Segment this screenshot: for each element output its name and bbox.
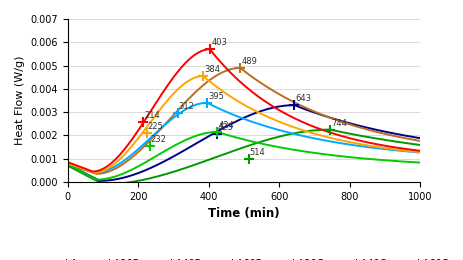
LA40C bbox=[105, 179, 111, 182]
Text: 403: 403 bbox=[211, 38, 227, 47]
LA60C bbox=[417, 144, 422, 147]
LA bbox=[206, 48, 212, 51]
LA20C bbox=[65, 163, 70, 166]
Text: 643: 643 bbox=[295, 94, 311, 103]
LA20C bbox=[200, 84, 206, 87]
LA60F bbox=[214, 130, 219, 133]
LA40C bbox=[291, 103, 296, 107]
LA40C bbox=[126, 175, 131, 178]
LA60F bbox=[417, 161, 422, 164]
LA60C bbox=[200, 160, 206, 163]
LA40C bbox=[215, 129, 221, 132]
LA20F bbox=[65, 162, 70, 165]
LA60C bbox=[100, 183, 106, 186]
LA20F bbox=[215, 87, 221, 90]
Text: 424: 424 bbox=[218, 121, 234, 130]
LA20F bbox=[410, 150, 415, 153]
LA20C bbox=[215, 73, 221, 76]
LA40F bbox=[126, 155, 131, 158]
LA40C bbox=[65, 163, 70, 166]
LA20F bbox=[105, 167, 111, 170]
LA40F bbox=[417, 151, 422, 154]
LA20C bbox=[417, 139, 422, 142]
LA40F bbox=[105, 168, 111, 171]
LA20C bbox=[237, 66, 242, 69]
LA60C bbox=[326, 128, 332, 131]
LA40C bbox=[410, 135, 415, 139]
LA20C bbox=[372, 130, 377, 133]
LA20F bbox=[91, 171, 97, 174]
LA bbox=[372, 142, 377, 146]
LA60F bbox=[410, 161, 415, 164]
LA60C bbox=[105, 183, 111, 186]
LA20C bbox=[410, 138, 415, 141]
LA bbox=[126, 142, 131, 145]
LA40F bbox=[372, 146, 377, 150]
LA20C bbox=[126, 158, 131, 161]
LA20F bbox=[372, 145, 377, 148]
LA40C bbox=[200, 138, 206, 141]
LA bbox=[90, 170, 95, 173]
Text: 489: 489 bbox=[241, 57, 257, 66]
LA60F bbox=[93, 178, 99, 181]
LA60F bbox=[126, 170, 131, 173]
LA60F bbox=[105, 177, 111, 180]
LA60F bbox=[65, 163, 70, 166]
Line: LA: LA bbox=[68, 49, 419, 172]
Text: 384: 384 bbox=[204, 65, 220, 74]
LA bbox=[200, 49, 206, 52]
LA40F bbox=[204, 101, 209, 104]
LA40F bbox=[215, 107, 221, 110]
LA60C bbox=[65, 164, 70, 167]
Text: 232: 232 bbox=[150, 135, 166, 144]
LA40F bbox=[65, 162, 70, 165]
Text: 423: 423 bbox=[217, 124, 233, 132]
Y-axis label: Heat Flow (W/g): Heat Flow (W/g) bbox=[15, 56, 25, 145]
LA bbox=[65, 161, 70, 164]
LA60C bbox=[410, 142, 415, 146]
LA60F bbox=[215, 131, 221, 134]
LA40C bbox=[372, 128, 377, 131]
Line: LA40C: LA40C bbox=[68, 105, 419, 181]
LA20C bbox=[93, 172, 99, 176]
LA20F bbox=[417, 151, 422, 154]
LA bbox=[417, 149, 422, 152]
LA40C bbox=[417, 136, 422, 140]
LA60F bbox=[200, 132, 206, 135]
LA20F bbox=[200, 75, 206, 78]
LA bbox=[215, 58, 221, 61]
LA40F bbox=[410, 151, 415, 154]
Text: 312: 312 bbox=[178, 102, 194, 112]
LA20C bbox=[105, 170, 111, 173]
Text: 214: 214 bbox=[144, 111, 159, 120]
LA20F bbox=[126, 148, 131, 151]
LA40C bbox=[97, 179, 102, 183]
Text: 744: 744 bbox=[331, 119, 346, 128]
Line: LA60F: LA60F bbox=[68, 132, 419, 180]
Legend: LA, LA20F, LA40F, LA60F, LA20C, LA40C, LA60C: LA, LA20F, LA40F, LA60F, LA20C, LA40C, L… bbox=[35, 255, 452, 260]
LA60C bbox=[372, 137, 377, 140]
LA60F bbox=[372, 158, 377, 161]
Line: LA40F: LA40F bbox=[68, 103, 419, 173]
LA40F bbox=[91, 171, 97, 174]
LA60C bbox=[126, 181, 131, 184]
LA20F bbox=[200, 75, 206, 78]
LA bbox=[105, 164, 111, 167]
X-axis label: Time (min): Time (min) bbox=[208, 207, 279, 220]
Line: LA20C: LA20C bbox=[68, 68, 419, 174]
LA60C bbox=[215, 155, 221, 158]
Line: LA60C: LA60C bbox=[68, 129, 419, 184]
Text: 514: 514 bbox=[249, 148, 265, 157]
LA40F bbox=[200, 101, 206, 105]
Text: 395: 395 bbox=[208, 92, 224, 101]
LA bbox=[410, 148, 415, 152]
Text: 225: 225 bbox=[148, 122, 163, 131]
Line: LA20F: LA20F bbox=[68, 76, 419, 173]
